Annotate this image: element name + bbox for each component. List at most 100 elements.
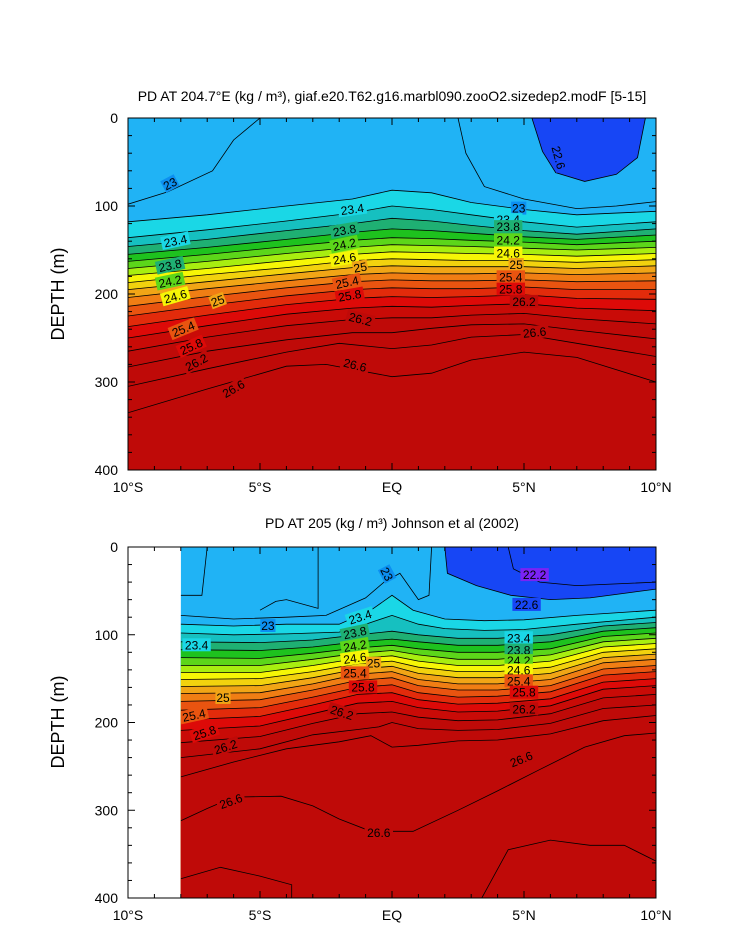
contour-label: 26.2 xyxy=(326,701,358,723)
isoline-25 xyxy=(180,658,657,694)
observed-density-panel: PD AT 205 (kg / m³) Johnson et al (2002)… xyxy=(48,515,672,923)
contour-label-text: 22.6 xyxy=(515,598,539,612)
isoline-25-2 xyxy=(180,665,657,702)
x-tick-label: 10°N xyxy=(640,907,671,923)
contour-label-bg xyxy=(504,674,533,688)
isoline-23 xyxy=(180,547,208,596)
contour-label: 23.8 xyxy=(339,623,371,642)
contour-label-bg xyxy=(329,221,360,239)
contour-label-text: 25 xyxy=(209,292,227,310)
density-band-26-6 xyxy=(128,352,656,470)
isoline-24 xyxy=(128,237,656,262)
contour-label-bg xyxy=(160,174,180,193)
contour-label: 22.6 xyxy=(549,142,569,173)
y-axis-label-model: DEPTH (m) xyxy=(48,248,68,341)
isoline-26-4 xyxy=(128,334,656,387)
contour-label-text: 26.6 xyxy=(522,324,547,340)
contour-label-bg xyxy=(365,656,382,670)
isoline-24-4 xyxy=(128,251,656,276)
y-axis-label-observed: DEPTH (m) xyxy=(48,676,68,769)
y-tick-label: 100 xyxy=(95,627,119,643)
contour-label-text: 25 xyxy=(509,258,523,272)
contour-label-bg xyxy=(494,220,523,234)
contour-label: 25.4 xyxy=(340,666,370,680)
isoline-22-6 xyxy=(444,547,657,601)
x-tick-label: 10°S xyxy=(113,479,144,495)
contour-label: 24.2 xyxy=(494,233,523,247)
contour-label: 24.2 xyxy=(329,234,360,254)
isoline-23-8 xyxy=(180,627,657,651)
contour-label-text: 25 xyxy=(216,691,230,705)
contour-label: 25.8 xyxy=(496,282,525,297)
contour-label-bg xyxy=(494,233,523,247)
contour-label-bg xyxy=(520,568,549,582)
model-density-panel: PD AT 204.7°E (kg / m³), giaf.e20.T62.g1… xyxy=(48,88,672,495)
contour-label-text: 23 xyxy=(512,202,526,216)
contour-label-text: 25.8 xyxy=(191,723,218,744)
contour-label-text: 25 xyxy=(353,259,369,275)
contour-label: 26.2 xyxy=(210,736,242,757)
density-band-26-8 xyxy=(481,840,656,898)
contour-label: 23.8 xyxy=(504,643,533,658)
contour-label-bg xyxy=(326,701,358,723)
contour-label: 25.8 xyxy=(348,680,378,694)
contour-label-bg xyxy=(377,564,397,584)
contour-label-text: 25.4 xyxy=(181,706,207,725)
contour-label-bg xyxy=(339,649,370,667)
surface-pool-22-6 xyxy=(444,547,656,600)
contour-label: 25.4 xyxy=(504,674,533,688)
contour-label: 25.4 xyxy=(180,705,210,725)
contour-label-text: 23 xyxy=(377,565,396,584)
contour-label-text: 25.4 xyxy=(499,270,523,284)
isoline-25-4 xyxy=(180,671,657,711)
contour-label-bg xyxy=(154,256,186,275)
y-tick-label: 400 xyxy=(95,462,119,478)
isoline-25-2 xyxy=(128,279,656,307)
contour-label: 23.4 xyxy=(344,606,376,628)
contour-label-bg xyxy=(339,636,371,655)
contour-label-text: 23.8 xyxy=(507,644,531,658)
contour-label-bg xyxy=(509,685,539,699)
contour-label: 24.2 xyxy=(154,271,186,291)
contour-label-text: 24.2 xyxy=(157,272,183,291)
contour-label: 26.6 xyxy=(339,355,371,375)
contour-label-bg xyxy=(217,375,249,402)
contour-label-text: 24.6 xyxy=(162,287,189,307)
contour-label: 23 xyxy=(511,201,527,216)
contour-label-bg xyxy=(496,270,525,284)
contour-label-bg xyxy=(329,234,360,254)
isoline-23 xyxy=(457,118,656,210)
contour-label-text: 26.6 xyxy=(367,826,391,840)
isoline-26-8 xyxy=(180,866,293,898)
contour-label-bg xyxy=(180,705,210,725)
contour-label-bg xyxy=(345,309,376,329)
contour-label: 26.2 xyxy=(509,294,539,309)
contour-label: 23.4 xyxy=(182,638,211,652)
isoline-22-6 xyxy=(531,118,646,182)
contour-label-text: 23.4 xyxy=(340,201,365,218)
contour-label-text: 23 xyxy=(261,619,275,633)
isoline-23-2 xyxy=(128,189,656,223)
isoline-23-6 xyxy=(180,622,657,644)
isoline-24-6 xyxy=(128,258,656,283)
contour-label-bg xyxy=(344,606,376,628)
contour-label-bg xyxy=(215,690,231,704)
isoline-24-2 xyxy=(128,244,656,269)
contour-label-bg xyxy=(519,324,550,341)
isoline-26 xyxy=(128,312,656,352)
contour-label-bg xyxy=(215,790,247,812)
contour-label-bg xyxy=(351,259,369,275)
isoline-23-4 xyxy=(128,205,656,239)
contour-label-bg xyxy=(496,282,525,296)
contour-label: 24.6 xyxy=(494,246,523,261)
y-tick-label: 200 xyxy=(95,286,119,302)
contour-label-text: 22.2 xyxy=(523,568,547,582)
contour-label: 23.4 xyxy=(504,631,533,645)
contour-label-bg xyxy=(509,702,539,716)
isoline-23-4 xyxy=(180,614,657,636)
y-tick-label: 0 xyxy=(110,539,118,555)
isoline-25-6 xyxy=(180,678,657,721)
contour-label: 23.4 xyxy=(337,200,368,218)
y-tick-label: 100 xyxy=(95,198,119,214)
